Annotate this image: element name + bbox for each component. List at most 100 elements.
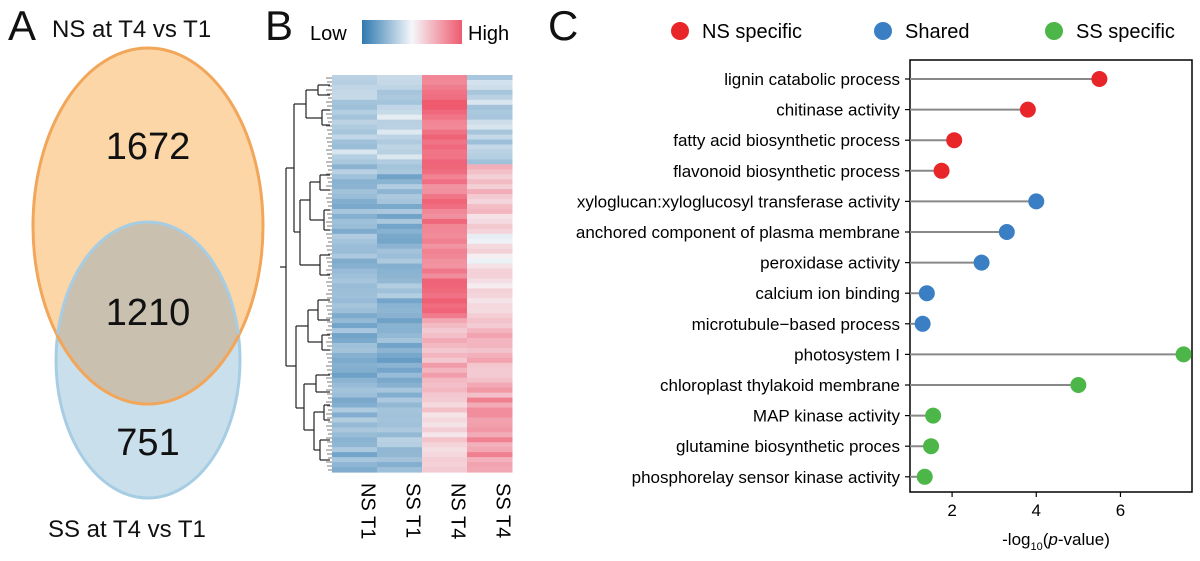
heatmap-cell [467, 94, 513, 101]
heatmap-cell [332, 372, 378, 379]
heatmap-cell [422, 437, 468, 443]
heatmap-cell [422, 243, 468, 250]
heatmap-cell [377, 347, 423, 354]
heatmap-cell [332, 174, 378, 180]
heatmap-cell [332, 228, 378, 235]
heatmap-cell [377, 293, 423, 299]
lollipop-point [918, 285, 935, 302]
heatmap-cell [422, 462, 468, 468]
heatmap-cell [467, 422, 513, 428]
heatmap-cell [332, 283, 378, 289]
heatmap-cell [467, 199, 513, 205]
heatmap-cell [467, 208, 513, 215]
heatmap-cell [332, 422, 378, 428]
heatmap-cell [422, 372, 468, 379]
heatmap-cell [332, 149, 378, 155]
heatmap-cell [467, 323, 513, 329]
heatmap-cell [377, 338, 423, 344]
heatmap-cell [377, 273, 423, 280]
heatmap-cell [467, 114, 513, 121]
lollipop-point [923, 438, 940, 455]
heatmap-cell [422, 377, 468, 384]
heatmap-cell [332, 94, 378, 101]
heatmap-cell [467, 318, 513, 324]
heatmap-cell [377, 204, 423, 210]
x-tick-label: 4 [1032, 501, 1041, 520]
heatmap-cell [332, 164, 378, 170]
heatmap-cell [467, 268, 513, 275]
heatmap-cell [422, 129, 468, 136]
heatmap-cell [377, 154, 423, 160]
heatmap-cell [332, 427, 378, 433]
heatmap-cell [422, 164, 468, 170]
heatmap-cell [377, 377, 423, 384]
heatmap-cell [467, 407, 513, 414]
heatmap-cell [377, 218, 423, 225]
heatmap-cell [467, 288, 513, 294]
heatmap-cell [467, 417, 513, 423]
heatmap-cell [377, 417, 423, 423]
heatmap-cell [377, 238, 423, 245]
panel-label-c: C [548, 2, 579, 49]
heatmap-cell [332, 268, 378, 275]
heatmap-cell [332, 134, 378, 141]
heatmap-cell [467, 278, 513, 285]
heatmap-cell [467, 129, 513, 136]
heatmap-cell [467, 218, 513, 225]
heatmap-cell [332, 89, 378, 96]
heatmap-cell [422, 387, 468, 394]
heatmap-column-label: NS T1 [357, 483, 379, 539]
heatmap-cell [422, 184, 468, 190]
heatmap-cell [422, 79, 468, 86]
heatmap-cell [377, 253, 423, 260]
heatmap-cell [377, 323, 423, 329]
heatmap-cell [422, 204, 468, 210]
heatmap-cell [422, 288, 468, 294]
heatmap-cell [467, 352, 513, 359]
heatmap-cell [422, 442, 468, 448]
heatmap-cell [332, 79, 378, 86]
venn-overlap [56, 222, 240, 404]
heatmap-cell [467, 89, 513, 96]
heatmap-cell [332, 243, 378, 250]
heatmap-cell [467, 139, 513, 146]
heatmap-cell [332, 199, 378, 205]
heatmap-cell [467, 362, 513, 369]
heatmap-cell [422, 293, 468, 299]
heatmap-cell [377, 318, 423, 324]
venn-top-title: NS at T4 vs T1 [52, 16, 212, 43]
category-label: lignin catabolic process [724, 70, 900, 89]
heatmap-cell [422, 189, 468, 195]
heatmap-cell [422, 283, 468, 289]
heatmap-cell [467, 397, 513, 404]
heatmap-cell [422, 263, 468, 270]
heatmap-cell [332, 194, 378, 200]
heatmap-cell [332, 223, 378, 230]
heatmap-cell [377, 447, 423, 453]
heatmap-cell [467, 119, 513, 126]
heatmap-cell [422, 228, 468, 235]
lollipop-chart: NS specific Shared SS specific lignin cata… [576, 21, 1193, 553]
heatmap-cell [332, 204, 378, 210]
heatmap-cell [332, 109, 378, 116]
category-label: microtubule−based process [692, 315, 900, 334]
heatmap-cell [332, 129, 378, 136]
x-axis-label: -log10(p-value) [1002, 530, 1110, 553]
heatmap-cell [332, 75, 378, 81]
heatmap-cell [467, 313, 513, 319]
heatmap-cell [422, 248, 468, 255]
heatmap-cell [377, 243, 423, 250]
heatmap-cell [332, 139, 378, 146]
heatmap-cell [377, 233, 423, 240]
category-label: flavonoid biosynthetic process [673, 162, 900, 181]
heatmap-cell [467, 154, 513, 160]
heatmap-cell [422, 199, 468, 205]
chart-legend: NS specific Shared SS specific [671, 21, 1175, 43]
legend-label: NS specific [702, 21, 802, 43]
heatmap-cell [377, 79, 423, 86]
heatmap-cell [332, 338, 378, 344]
heatmap-cell [422, 233, 468, 240]
heatmap-cell [467, 134, 513, 141]
heatmap-cell [422, 223, 468, 230]
heatmap-cell [467, 223, 513, 230]
